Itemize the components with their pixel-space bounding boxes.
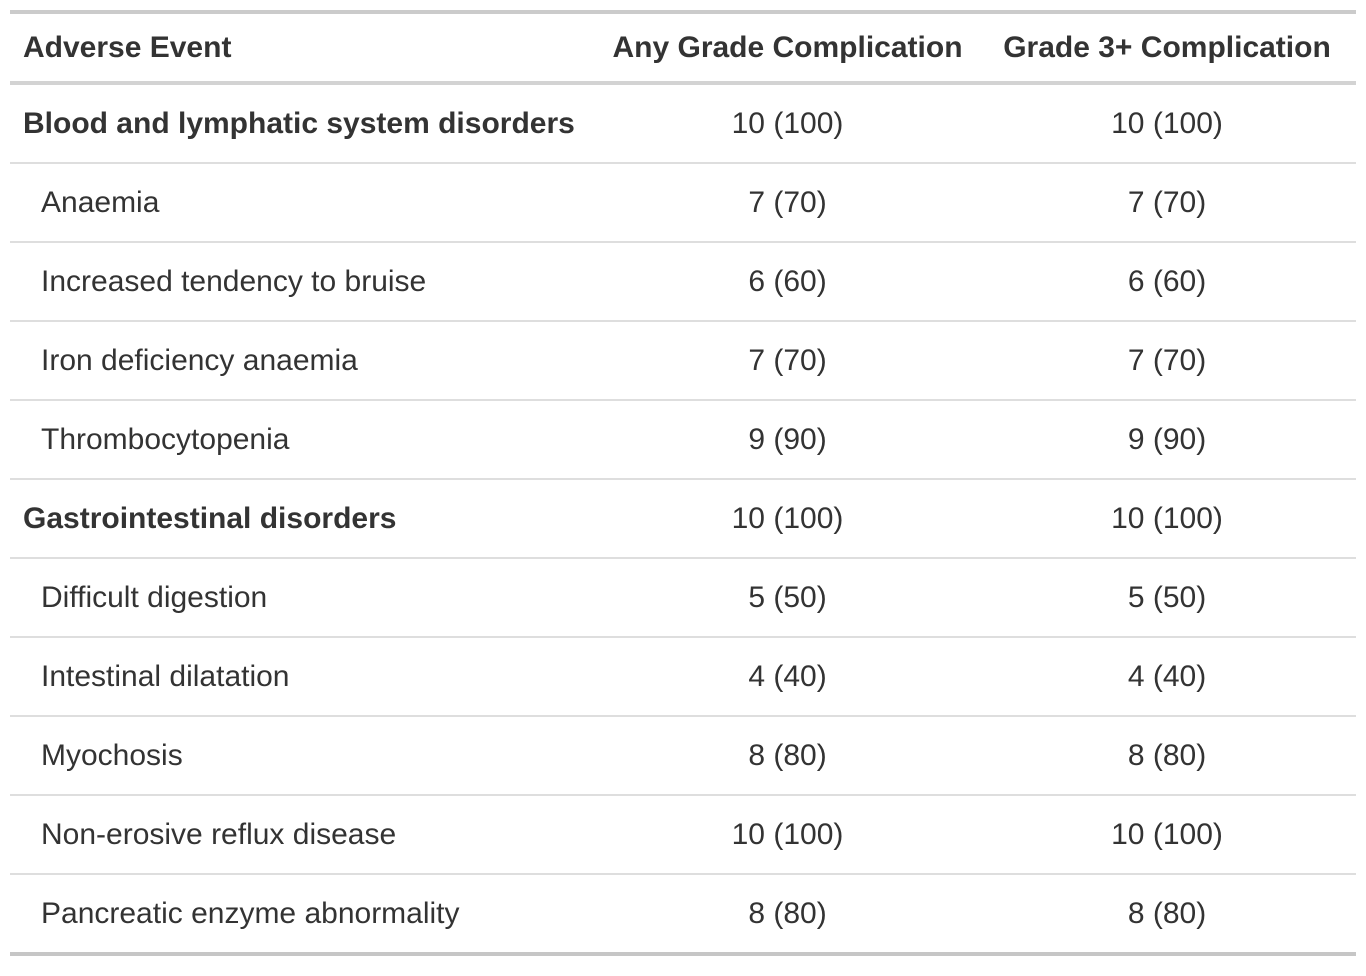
page: Adverse Event Any Grade Complication Gra… xyxy=(0,10,1366,976)
any-grade-cell: 10 (100) xyxy=(597,83,978,164)
adverse-event-cell: Iron deficiency anaemia xyxy=(10,321,597,401)
table-row: Non-erosive reflux disease 10 (100) 10 (… xyxy=(10,795,1356,875)
table-row: Thrombocytopenia 9 (90) 9 (90) xyxy=(10,400,1356,480)
grade-3-plus-cell: 8 (80) xyxy=(978,716,1356,796)
table-row: Myochosis 8 (80) 8 (80) xyxy=(10,716,1356,796)
adverse-event-cell: Blood and lymphatic system disorders xyxy=(10,83,597,164)
table-row: Increased tendency to bruise 6 (60) 6 (6… xyxy=(10,242,1356,322)
any-grade-cell: 8 (80) xyxy=(748,896,827,930)
any-grade-cell: 6 (60) xyxy=(597,242,978,322)
any-grade-cell: 7 (70) xyxy=(597,321,978,401)
table-row: Iron deficiency anaemia 7 (70) 7 (70) xyxy=(10,321,1356,401)
grade-3-plus-cell: 9 (90) xyxy=(978,400,1356,480)
grade-3-plus-cell: 5 (50) xyxy=(978,558,1356,638)
table-row: Intestinal dilatation 4 (40) 4 (40) xyxy=(10,637,1356,717)
grade-3-plus-cell: 8 (80) xyxy=(1127,896,1207,930)
grade-3-plus-cell: 4 (40) xyxy=(978,637,1356,717)
adverse-event-cell: Intestinal dilatation xyxy=(10,637,597,717)
adverse-event-cell: Myochosis xyxy=(10,716,597,796)
adverse-event-cell: Anaemia xyxy=(10,163,597,243)
column-header-adverse-event: Adverse Event xyxy=(10,12,597,85)
table-row: Difficult digestion 5 (50) 5 (50) xyxy=(10,558,1356,638)
any-grade-cell: 5 (50) xyxy=(597,558,978,638)
grade-3-plus-cell: 10 (100) xyxy=(978,83,1356,164)
adverse-event-cell: Gastrointestinal disorders xyxy=(10,479,597,559)
column-header-grade-3-plus-complication: Grade 3+ Complication xyxy=(978,12,1356,85)
any-grade-cell: 8 (80) xyxy=(597,716,978,796)
adverse-event-cell: Thrombocytopenia xyxy=(10,400,597,480)
any-grade-cell: 7 (70) xyxy=(597,163,978,243)
grade-3-plus-cell: 7 (70) xyxy=(978,163,1356,243)
grade-3-plus-cell: 6 (60) xyxy=(978,242,1356,322)
adverse-event-cell: Difficult digestion xyxy=(10,558,597,638)
table-row: Gastrointestinal disorders 10 (100) 10 (… xyxy=(10,479,1356,559)
column-header-any-grade-complication: Any Grade Complication xyxy=(597,12,978,85)
adverse-events-table: Adverse Event Any Grade Complication Gra… xyxy=(10,10,1356,956)
table-row: Anaemia 7 (70) 7 (70) xyxy=(10,163,1356,243)
any-grade-cell: 10 (100) xyxy=(597,795,978,875)
adverse-event-cell: Pancreatic enzyme abnormality xyxy=(41,896,460,930)
table-body: Blood and lymphatic system disorders 10 … xyxy=(10,83,1356,954)
table-row: Blood and lymphatic system disorders 10 … xyxy=(10,83,1356,164)
any-grade-cell: 4 (40) xyxy=(597,637,978,717)
grade-3-plus-cell: 7 (70) xyxy=(978,321,1356,401)
table-header: Adverse Event Any Grade Complication Gra… xyxy=(10,12,1356,85)
grade-3-plus-cell: 10 (100) xyxy=(978,479,1356,559)
any-grade-cell: 9 (90) xyxy=(597,400,978,480)
any-grade-cell: 10 (100) xyxy=(597,479,978,559)
grade-3-plus-cell: 10 (100) xyxy=(978,795,1356,875)
adverse-event-cell: Non-erosive reflux disease xyxy=(10,795,597,875)
table-row: Pancreatic enzyme abnormality 8 (80) 8 (… xyxy=(10,874,1356,954)
adverse-event-cell: Increased tendency to bruise xyxy=(10,242,597,322)
header-row: Adverse Event Any Grade Complication Gra… xyxy=(10,12,1356,85)
